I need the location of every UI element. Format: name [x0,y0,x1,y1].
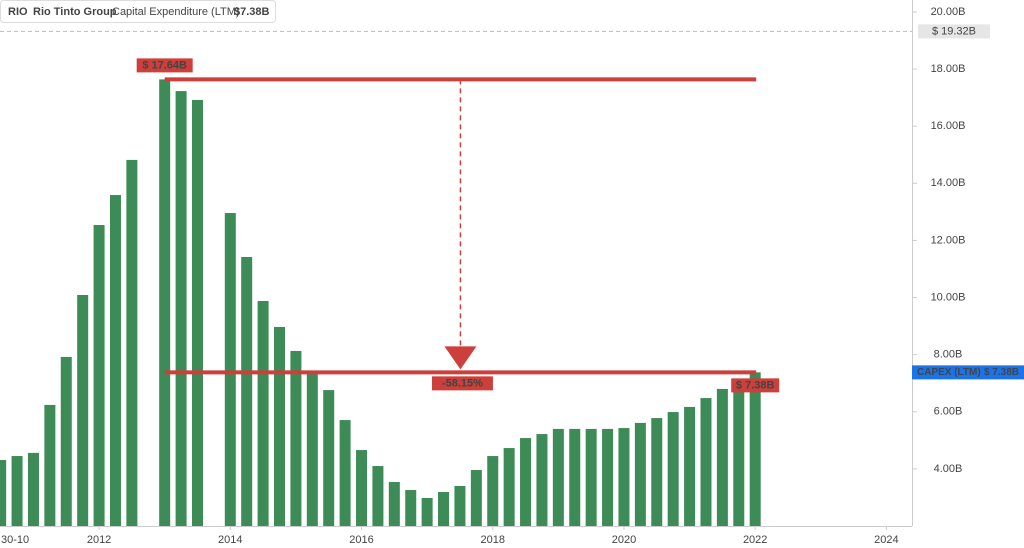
x-start-label: 30-10 [1,534,29,546]
bar [552,428,564,526]
x-tick-label: 2014 [218,534,242,546]
bar [191,99,203,526]
capex-tag-name: CAPEX (LTM) [917,367,981,378]
bar [224,213,236,526]
bar [749,372,761,526]
change-label-bg [431,376,493,391]
bar [405,490,417,526]
bar [487,456,499,526]
bar [257,300,269,526]
bar [700,398,712,526]
bar [716,388,728,526]
bar [585,428,597,526]
bar [388,482,400,526]
y-tick-label: 4.00B [934,463,963,475]
bar [684,406,696,526]
max-label: $ 19.32B [932,25,976,37]
y-tick-label: 16.00B [931,120,966,132]
bar [454,486,466,526]
x-tick-label: 2024 [874,534,898,546]
ticker: RIO [8,6,28,18]
bar [306,372,318,526]
bar [634,422,646,526]
max-label-bg [918,24,990,39]
current-label: $ 7.38B [736,379,775,391]
bar [93,225,105,526]
bar [241,257,253,526]
x-tick-label: 2018 [481,534,505,546]
bar [175,91,187,526]
bar [651,418,663,526]
bar [569,428,581,526]
bar [733,380,745,526]
bar [339,420,351,526]
bar [503,448,515,526]
bar [77,294,89,526]
bar [60,356,72,526]
x-tick-label: 2016 [349,534,373,546]
bar [27,452,39,526]
y-tick-label: 20.00B [931,6,966,18]
current-label-bg [731,378,780,393]
y-tick-label: 12.00B [931,234,966,246]
metric: Capital Expenditure (LTM) [112,6,240,18]
x-tick-label: 2022 [743,534,767,546]
y-tick-label: 10.00B [931,291,966,303]
y-tick-label: 18.00B [931,63,966,75]
bar [323,390,335,526]
company: Rio Tinto Group [33,6,117,18]
bar [618,428,630,526]
bar [290,350,302,526]
bar [372,466,384,526]
bar [536,434,548,526]
bar [11,456,23,526]
bar [356,450,368,526]
capex-tag-value: $ 7.38B [984,367,1019,378]
bar [602,428,614,526]
y-tick-label: 6.00B [934,406,963,418]
bar [667,412,679,526]
high-label-bg [136,58,193,73]
bar [470,470,482,526]
bar [274,326,286,526]
bar [421,498,433,526]
header-box [0,0,276,23]
y-tick-label: 8.00B [934,349,963,361]
header-value: $7.38B [234,6,270,18]
bar [126,159,138,526]
bar [109,195,121,526]
x-tick-label: 2020 [612,534,636,546]
arrow-head [444,346,477,370]
bar [438,492,450,526]
x-tick-label: 2012 [87,534,111,546]
y-tick-label: 14.00B [931,177,966,189]
capex-tag-bg [912,365,1024,380]
change-label: -58.15% [442,377,483,389]
bar [44,404,56,526]
high-label: $ 17.64B [142,59,187,71]
bar [159,79,171,527]
bar [520,438,532,526]
bar [0,460,7,526]
